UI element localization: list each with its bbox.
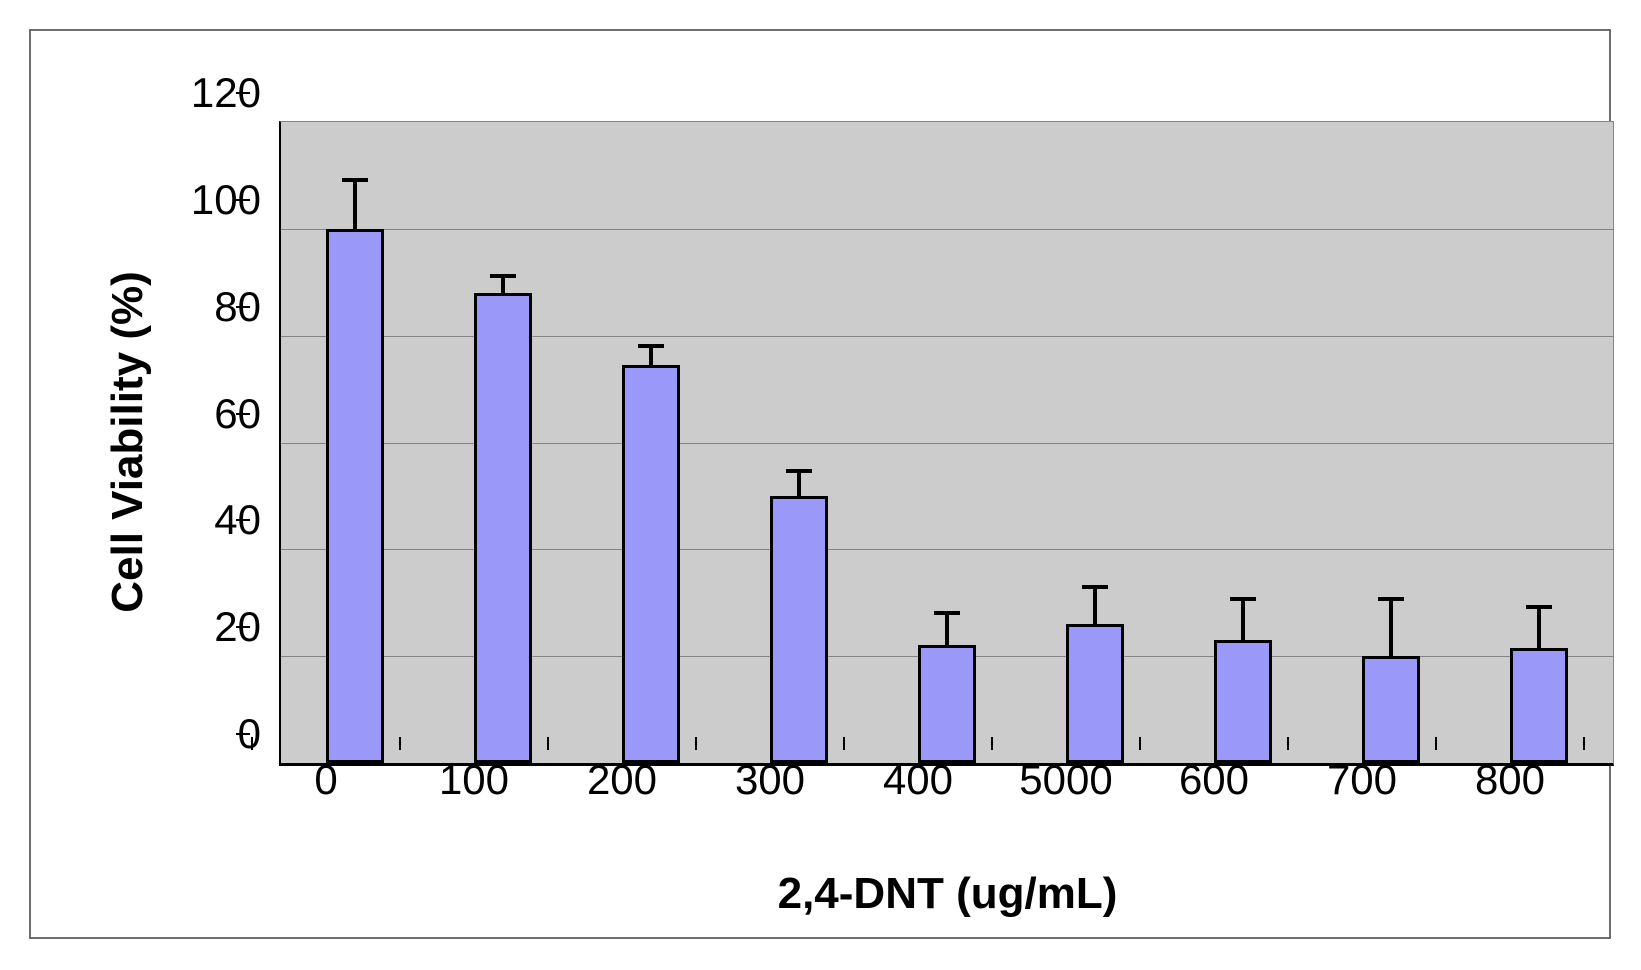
plot-area bbox=[279, 121, 1614, 766]
y-tick-label-40: 40 bbox=[214, 496, 261, 544]
error-bar-cap-300 bbox=[786, 469, 812, 474]
error-bar-0 bbox=[353, 178, 357, 229]
y-tick-20 bbox=[236, 626, 250, 629]
bar-400 bbox=[918, 645, 976, 763]
error-bar-400 bbox=[945, 610, 949, 646]
error-bar-cap-0 bbox=[342, 178, 368, 183]
error-bar-cap-800 bbox=[1526, 605, 1552, 610]
error-bar-600 bbox=[1241, 597, 1245, 641]
error-bar-800 bbox=[1537, 605, 1541, 649]
error-bar-cap-600 bbox=[1230, 597, 1256, 602]
x-tick-0 bbox=[251, 737, 253, 750]
error-bar-200 bbox=[649, 343, 653, 366]
error-bar-5000 bbox=[1093, 585, 1097, 625]
gridline-80 bbox=[281, 335, 1613, 337]
y-tick-label-120: 120 bbox=[190, 69, 261, 116]
bar-600 bbox=[1214, 640, 1272, 763]
error-bar-cap-5000 bbox=[1082, 585, 1108, 590]
x-axis-title: 2,4-DNT (ug/mL) bbox=[777, 869, 1118, 918]
y-tick-label-60: 60 bbox=[214, 389, 261, 437]
error-bar-cap-700 bbox=[1378, 597, 1404, 602]
chart-frame: 0 20 40 60 80 100 120 0 100 200 300 400 5000 600 700 80… bbox=[29, 29, 1614, 939]
bar-5000 bbox=[1066, 624, 1124, 763]
error-bar-cap-200 bbox=[638, 343, 664, 348]
y-tick-40 bbox=[236, 519, 250, 522]
gridline-100 bbox=[281, 228, 1613, 230]
error-bar-cap-400 bbox=[934, 610, 960, 615]
y-tick-80 bbox=[236, 305, 250, 308]
error-bar-100 bbox=[501, 274, 505, 293]
y-tick-100 bbox=[236, 198, 250, 201]
y-axis-title: Cell Viability (%) bbox=[103, 271, 152, 613]
y-tick-label-0: 0 bbox=[237, 710, 261, 757]
bar-0 bbox=[326, 228, 384, 763]
error-bar-300 bbox=[797, 469, 801, 496]
y-tick-label-100: 100 bbox=[190, 175, 261, 223]
error-bar-700 bbox=[1389, 597, 1393, 657]
y-tick-label-20: 20 bbox=[214, 603, 261, 651]
y-tick-0 bbox=[236, 733, 250, 735]
error-bar-cap-100 bbox=[490, 274, 516, 279]
y-tick-120 bbox=[236, 92, 250, 94]
y-tick-60 bbox=[236, 412, 250, 415]
bar-200 bbox=[622, 365, 680, 763]
bar-800 bbox=[1510, 648, 1568, 763]
bar-100 bbox=[474, 292, 532, 763]
bar-300 bbox=[770, 495, 828, 763]
y-tick-label-80: 80 bbox=[214, 282, 261, 330]
gridline-40 bbox=[281, 549, 1613, 551]
gridline-60 bbox=[281, 442, 1613, 444]
bar-700 bbox=[1362, 656, 1420, 763]
